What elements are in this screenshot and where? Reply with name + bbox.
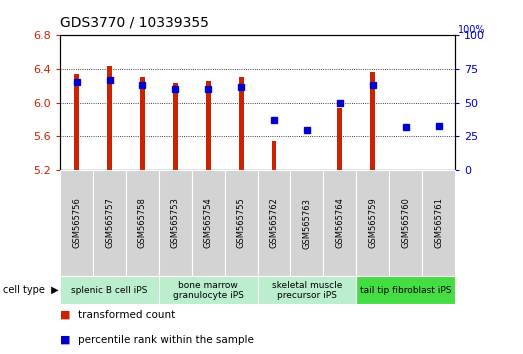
Bar <box>271 141 277 170</box>
Text: GSM565761: GSM565761 <box>434 198 443 249</box>
Bar <box>173 83 178 170</box>
Text: splenic B cell iPS: splenic B cell iPS <box>71 286 147 295</box>
Bar <box>337 108 343 170</box>
Bar <box>107 66 112 170</box>
Bar <box>370 73 375 170</box>
Text: transformed count: transformed count <box>78 310 176 320</box>
Text: GSM565763: GSM565763 <box>302 198 311 249</box>
Bar <box>74 74 79 170</box>
Text: GSM565764: GSM565764 <box>335 198 344 249</box>
Text: GSM565758: GSM565758 <box>138 198 147 249</box>
Bar <box>140 78 145 170</box>
Text: GSM565754: GSM565754 <box>204 198 213 249</box>
Text: GSM565755: GSM565755 <box>236 198 246 249</box>
Text: skeletal muscle
precursor iPS: skeletal muscle precursor iPS <box>272 281 342 300</box>
Text: tail tip fibroblast iPS: tail tip fibroblast iPS <box>360 286 451 295</box>
Text: GSM565759: GSM565759 <box>368 198 377 249</box>
Text: cell type  ▶: cell type ▶ <box>3 285 58 295</box>
Bar <box>238 76 244 170</box>
Text: GSM565757: GSM565757 <box>105 198 114 249</box>
Text: percentile rank within the sample: percentile rank within the sample <box>78 335 254 345</box>
Text: GSM565753: GSM565753 <box>171 198 180 249</box>
Text: GSM565762: GSM565762 <box>269 198 279 249</box>
Text: GSM565760: GSM565760 <box>401 198 410 249</box>
Text: 100%: 100% <box>458 25 485 35</box>
Text: ■: ■ <box>60 310 71 320</box>
Text: bone marrow
granulocyte iPS: bone marrow granulocyte iPS <box>173 281 244 300</box>
Bar <box>206 81 211 170</box>
Text: GDS3770 / 10339355: GDS3770 / 10339355 <box>60 16 209 30</box>
Text: ■: ■ <box>60 335 71 345</box>
Text: GSM565756: GSM565756 <box>72 198 81 249</box>
